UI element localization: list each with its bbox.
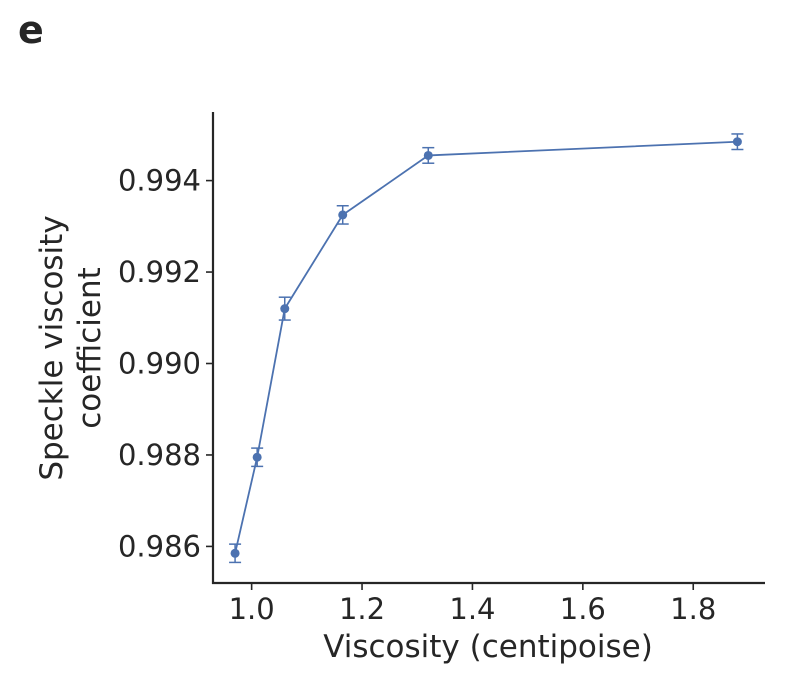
data-point: [732, 137, 742, 147]
panel-label: e: [18, 8, 44, 52]
data-point: [423, 150, 433, 160]
data-point: [280, 304, 290, 314]
data-point: [252, 452, 262, 462]
y-tick-label: 0.986: [118, 529, 201, 563]
y-tick-label: 0.992: [118, 255, 201, 289]
y-tick-label: 0.994: [118, 164, 201, 198]
x-tick-label: 1.8: [670, 592, 716, 626]
y-axis-title-line-2: coefficient: [72, 267, 108, 429]
series-line: [234, 140, 738, 554]
x-tick-label: 1.6: [560, 592, 606, 626]
x-axis-title: Viscosity (centipoise): [323, 629, 653, 665]
x-tick-label: 1.4: [449, 592, 495, 626]
x-tick-label: 1.2: [339, 592, 385, 626]
axes: [211, 112, 765, 585]
data-point: [230, 548, 240, 558]
y-tick-label: 0.988: [118, 438, 201, 472]
y-tick-label: 0.990: [118, 347, 201, 381]
series-layer: [229, 133, 744, 564]
data-point: [338, 210, 348, 220]
y-axis-title-line-1: Speckle viscosity: [34, 215, 70, 480]
x-tick-label: 1.0: [229, 592, 275, 626]
ticks: 1.0 1.2 1.4 1.6 1.8 0.986 0.988 0.990 0.992 0.994: [118, 164, 716, 626]
